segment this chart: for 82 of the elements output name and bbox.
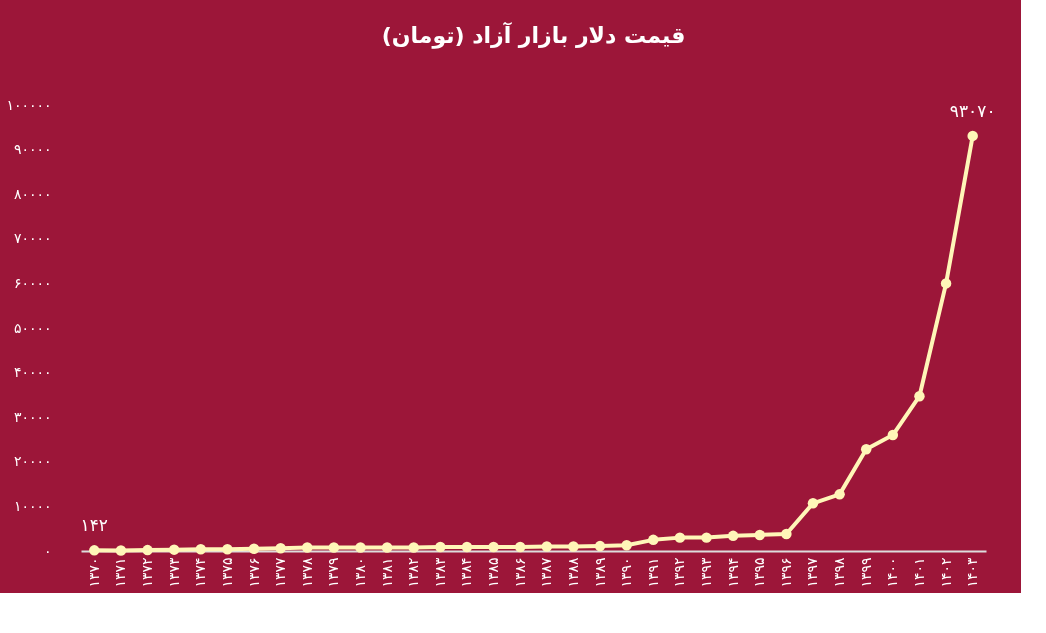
x-tick-label: ۱۳۷۰: [85, 557, 102, 588]
point: [967, 130, 978, 142]
y-tick-label: ۹۰۰۰۰: [13, 141, 52, 158]
x-tick-label: ۱۳۸۰: [351, 557, 368, 588]
y-tick-label: ۴۰۰۰۰: [13, 364, 52, 381]
x-tick-label: ۱۳۹۳: [698, 557, 715, 588]
point: [887, 429, 899, 441]
y-tick-label: ۰: [43, 542, 52, 559]
x-tick-label: ۱۳۹۰: [618, 557, 635, 588]
point: [488, 541, 499, 553]
x-tick-label: ۱۴۰۱: [910, 557, 927, 588]
y-tick-label: ۳۰۰۰۰: [13, 408, 52, 425]
x-tick-label: ۱۴۰۰: [884, 557, 901, 588]
point: [568, 541, 579, 552]
y-tick-label: ۸۰۰۰۰: [13, 185, 52, 202]
x-tick-label: ۱۳۸۳: [431, 557, 448, 588]
y-tick-label: ۱۰۰۰۰: [13, 497, 52, 514]
point: [674, 532, 686, 543]
point: [408, 542, 419, 553]
x-tick-label: ۱۳۹۱: [644, 557, 661, 588]
x-tick-label: ۱۳۸۹: [591, 557, 608, 588]
chart-title: قیمت دلار بازار آزاد (تومان): [381, 21, 686, 49]
point: [541, 541, 553, 552]
x-tick-label: ۱۳۹۲: [671, 557, 688, 588]
x-tick-label: ۱۳۷۹: [325, 557, 342, 588]
point: [514, 541, 526, 553]
x-tick-label: ۱۳۷۵: [218, 557, 235, 588]
point: [381, 542, 393, 553]
x-tick-label: ۱۳۹۸: [831, 557, 848, 588]
point: [195, 543, 207, 555]
point: [275, 543, 286, 554]
point: [940, 278, 952, 289]
point: [834, 489, 845, 500]
y-tick-label: ۱۰۰۰۰۰: [6, 96, 52, 113]
point: [461, 541, 473, 553]
x-tick-label: ۱۳۹۹: [857, 557, 874, 588]
x-tick-label: ۱۳۹۴: [724, 557, 741, 588]
x-tick-label: ۱۳۹۶: [777, 557, 794, 588]
x-tick-label: ۱۳۷۷: [272, 557, 289, 588]
point: [807, 498, 819, 509]
y-tick-label: ۲۰۰۰۰: [13, 453, 52, 470]
x-tick-label: ۱۴۰۲: [937, 557, 954, 588]
point: [621, 539, 632, 551]
point: [248, 543, 260, 554]
x-tick-label: ۱۳۸۵: [485, 557, 502, 588]
y-tick-label: ۷۰۰۰۰: [13, 230, 52, 247]
x-tick-label: ۱۳۷۶: [245, 557, 262, 588]
x-tick-label: ۱۳۸۸: [564, 557, 581, 588]
point: [914, 391, 925, 402]
point: [222, 543, 233, 555]
x-tick-label: ۱۳۸۶: [511, 557, 528, 588]
point: [860, 444, 872, 455]
x-tick-label: ۱۳۷۸: [298, 557, 315, 588]
x-tick-label: ۱۳۸۲: [405, 557, 422, 588]
x-tick-label: ۱۳۹۷: [804, 557, 821, 588]
point: [435, 541, 446, 553]
x-tick-label: ۱۳۷۳: [165, 557, 182, 588]
point: [355, 542, 366, 553]
point: [115, 545, 127, 556]
x-tick-label: ۱۴۰۳: [964, 557, 981, 588]
point: [701, 532, 712, 543]
x-tick-label: ۱۳۷۱: [112, 557, 129, 588]
point: [302, 542, 313, 553]
point: [727, 530, 739, 542]
x-tick-label: ۱۳۷۲: [139, 557, 156, 588]
point: [594, 540, 606, 552]
x-tick-label: ۱۳۸۴: [458, 557, 475, 588]
x-tick-label: ۱۳۸۷: [538, 557, 555, 588]
point: [754, 529, 765, 541]
point: [781, 528, 792, 540]
data-label: ۱۴۲: [80, 515, 109, 536]
point: [328, 542, 340, 553]
point: [89, 545, 100, 556]
data-label: ۹۳۰۷۰: [949, 100, 996, 121]
y-tick-label: ۵۰۰۰۰: [13, 319, 52, 336]
point: [142, 544, 153, 556]
x-tick-label: ۱۳۹۵: [751, 557, 768, 588]
point: [648, 534, 659, 546]
x-tick-label: ۱۳۸۱: [378, 557, 395, 588]
point: [168, 544, 180, 555]
x-tick-label: ۱۳۷۴: [192, 557, 209, 588]
y-tick-label: ۶۰۰۰۰: [13, 274, 52, 291]
